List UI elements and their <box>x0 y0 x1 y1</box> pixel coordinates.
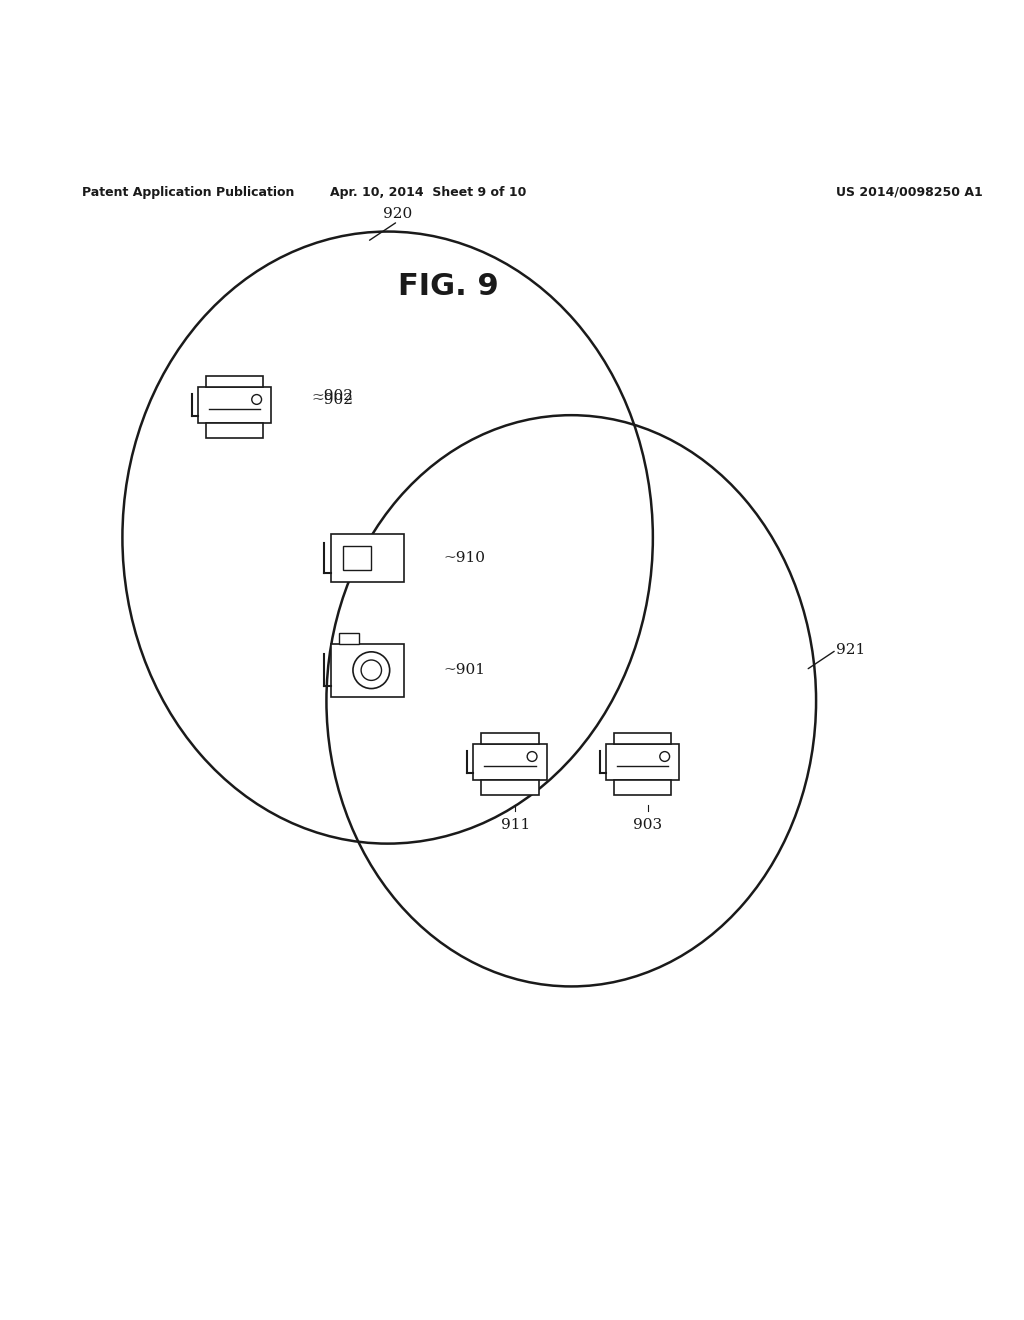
Text: US 2014/0098250 A1: US 2014/0098250 A1 <box>837 186 983 198</box>
Text: ~901: ~901 <box>443 663 485 677</box>
FancyBboxPatch shape <box>606 743 679 780</box>
FancyBboxPatch shape <box>206 376 263 387</box>
FancyBboxPatch shape <box>473 743 547 780</box>
FancyBboxPatch shape <box>198 387 271 424</box>
FancyBboxPatch shape <box>206 424 263 438</box>
FancyBboxPatch shape <box>339 634 359 644</box>
Text: ~910: ~910 <box>443 550 485 565</box>
Text: Patent Application Publication: Patent Application Publication <box>82 186 294 198</box>
Text: 911: 911 <box>501 818 529 832</box>
FancyBboxPatch shape <box>331 533 403 582</box>
FancyBboxPatch shape <box>614 734 671 743</box>
Text: ~902: ~902 <box>311 389 353 403</box>
FancyBboxPatch shape <box>481 780 539 795</box>
FancyBboxPatch shape <box>331 644 403 697</box>
Text: 903: 903 <box>633 818 663 832</box>
FancyBboxPatch shape <box>481 734 539 743</box>
Text: 920: 920 <box>383 207 413 222</box>
Text: Apr. 10, 2014  Sheet 9 of 10: Apr. 10, 2014 Sheet 9 of 10 <box>331 186 526 198</box>
FancyBboxPatch shape <box>343 545 372 570</box>
FancyBboxPatch shape <box>614 780 671 795</box>
Text: FIG. 9: FIG. 9 <box>398 272 500 301</box>
Text: 921: 921 <box>837 643 865 657</box>
Text: ~902: ~902 <box>311 393 353 407</box>
